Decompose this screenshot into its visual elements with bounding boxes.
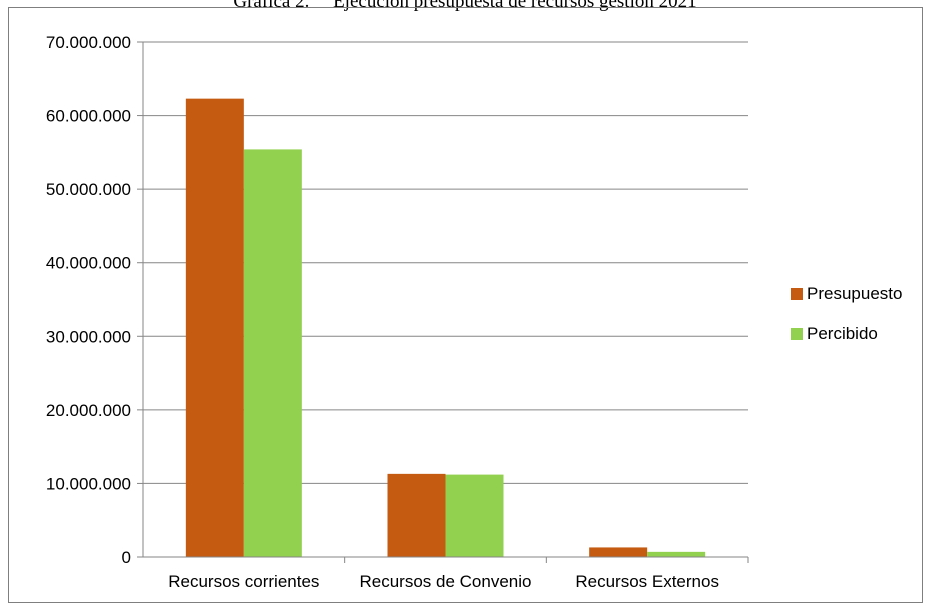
bars: [185, 98, 706, 558]
bar-presupuesto-3: [589, 547, 648, 557]
y-tick-label: 70.000.000: [46, 33, 131, 52]
y-tick-label: 40.000.000: [46, 254, 131, 273]
x-tick-label: Recursos de Convenio: [360, 572, 532, 591]
legend: Presupuesto Percibido: [791, 284, 902, 343]
legend-swatch-presupuesto: [791, 288, 803, 300]
x-tick-label: Recursos corrientes: [168, 572, 319, 591]
y-tick-label: 0: [122, 548, 131, 567]
x-tick-label: Recursos Externos: [575, 572, 719, 591]
bar-presupuesto-1: [185, 98, 244, 558]
legend-swatch-percibido: [791, 328, 803, 340]
legend-label-percibido: Percibido: [807, 324, 878, 343]
y-tick-label: 50.000.000: [46, 180, 131, 199]
legend-label-presupuesto: Presupuesto: [807, 284, 902, 303]
chart-caption: Gráfica 2. Ejecución presupuesta de recu…: [233, 0, 697, 12]
bar-percibido-1: [243, 149, 302, 557]
chart-frame: [8, 7, 923, 603]
y-tick-label: 60.000.000: [46, 107, 131, 126]
bar-percibido-3: [647, 551, 706, 557]
y-tick-label: 10.000.000: [46, 474, 131, 493]
axes: 0 10.000.000 20.000.000 30.000.000 40.000.00…: [46, 33, 749, 591]
y-tick-label: 20.000.000: [46, 401, 131, 420]
bar-presupuesto-2: [387, 473, 446, 557]
y-tick-label: 30.000.000: [46, 327, 131, 346]
bar-percibido-2: [445, 474, 504, 557]
